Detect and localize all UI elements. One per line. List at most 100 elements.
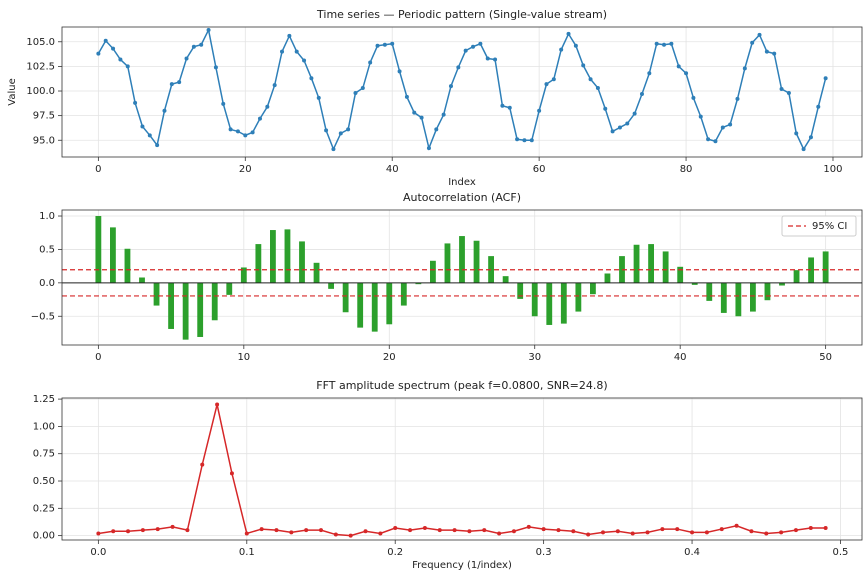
point [669,41,674,46]
point [324,128,329,133]
point [170,524,175,529]
point [229,471,234,476]
point [713,139,718,144]
bar [459,236,465,283]
point [265,104,270,109]
x-tick-label: 0.4 [684,547,700,558]
point [382,42,387,47]
point [191,44,196,49]
point [235,129,240,134]
point [571,529,576,534]
point [375,43,380,48]
point [801,147,806,152]
point [720,125,725,130]
point [698,114,703,119]
point [213,65,218,70]
bar [822,251,829,283]
point [422,525,427,530]
chart-title: Autocorrelation (ACF) [403,191,521,204]
point [816,104,821,109]
point [647,71,652,76]
point [338,131,343,136]
y-tick-label: 1.00 [33,421,55,432]
bar [342,282,349,313]
point [140,528,145,533]
point [507,105,512,110]
point [360,86,365,91]
bar [750,282,756,312]
x-axis-label: Index [448,177,476,188]
point [537,108,542,113]
point [500,103,505,108]
point [541,527,546,532]
x-tick-label: 100 [823,164,842,175]
point [573,43,578,48]
point [140,124,145,129]
y-tick-label: 102.5 [26,61,55,72]
x-tick-label: 10 [237,352,250,363]
point [404,94,409,99]
bar [706,282,713,301]
point [155,143,160,148]
point [441,112,446,117]
point [660,527,665,532]
point [511,529,516,534]
point [595,86,600,91]
point [348,533,353,538]
point [426,146,431,151]
bar [357,282,364,328]
point [206,27,211,32]
bar [328,282,334,289]
point [522,138,527,143]
y-tick-label: 1.25 [33,394,55,405]
point [515,137,520,142]
point [471,44,476,49]
point [750,40,755,45]
y-tick-label: 0.5 [39,244,55,255]
bar [197,282,204,337]
point [764,49,769,54]
point [779,530,784,535]
point [111,46,116,51]
point [244,531,249,536]
point [302,58,307,63]
bar [124,248,131,283]
bar [400,282,407,306]
legend [781,215,857,237]
point [200,462,205,467]
bar [502,276,509,283]
point [155,527,160,532]
point [378,531,383,536]
point [185,528,190,533]
x-tick-label: 40 [386,164,399,175]
bar [488,256,494,283]
point [96,51,101,56]
point [274,528,279,533]
point [823,76,828,81]
point [566,31,571,36]
point [823,525,828,530]
point [632,111,637,116]
point [645,530,650,535]
point [706,137,711,142]
x-tick-label: 0 [95,164,101,175]
bar [386,282,393,325]
bar [415,282,422,285]
point [493,57,498,62]
plot-frame [61,397,863,541]
point [346,127,351,132]
point [749,529,754,534]
point [221,101,226,106]
x-tick-label: 0.1 [239,547,255,558]
point [757,32,762,37]
y-tick-label: 95.0 [33,135,55,146]
point [331,147,336,152]
bar [211,282,218,321]
bar [430,260,436,283]
point [215,402,220,407]
y-tick-label: 0.0 [39,278,55,289]
point [691,95,696,100]
plot-frame [61,209,863,346]
bar [764,282,771,301]
point [617,125,622,130]
